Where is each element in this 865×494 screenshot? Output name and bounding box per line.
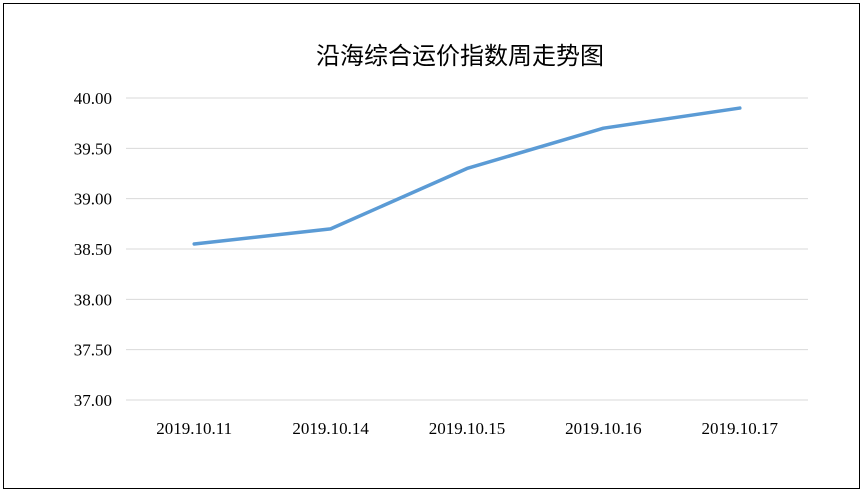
y-tick-label: 40.00 (74, 89, 112, 108)
x-tick-label: 2019.10.14 (292, 419, 369, 438)
line-chart: 沿海综合运价指数周走势图 37.00 37.50 38.00 38.50 39.00 39… (74, 42, 808, 438)
chart-frame: 沿海综合运价指数周走势图 37.00 37.50 38.00 38.50 39.00 39… (3, 3, 860, 489)
x-tick-label: 2019.10.17 (702, 419, 779, 438)
chart-title: 沿海综合运价指数周走势图 (316, 42, 604, 70)
y-tick-label: 39.50 (74, 139, 112, 158)
x-tick-label: 2019.10.16 (565, 419, 642, 438)
y-tick-label: 38.00 (74, 290, 112, 309)
gridlines (126, 97, 808, 401)
y-tick-label: 38.50 (74, 240, 112, 259)
y-tick-label: 37.50 (74, 341, 112, 360)
series-layer (192, 106, 742, 246)
y-tick-label: 37.00 (74, 391, 112, 410)
series-line-0 (192, 106, 742, 246)
x-tick-label: 2019.10.11 (156, 419, 232, 438)
y-tick-label: 39.00 (74, 190, 112, 209)
x-tick-label: 2019.10.15 (429, 419, 506, 438)
y-axis-ticks: 37.00 37.50 38.00 38.50 39.00 39.50 40.00 (74, 89, 112, 410)
x-axis-ticks: 2019.10.11 2019.10.14 2019.10.15 2019.10.16… (156, 419, 778, 438)
